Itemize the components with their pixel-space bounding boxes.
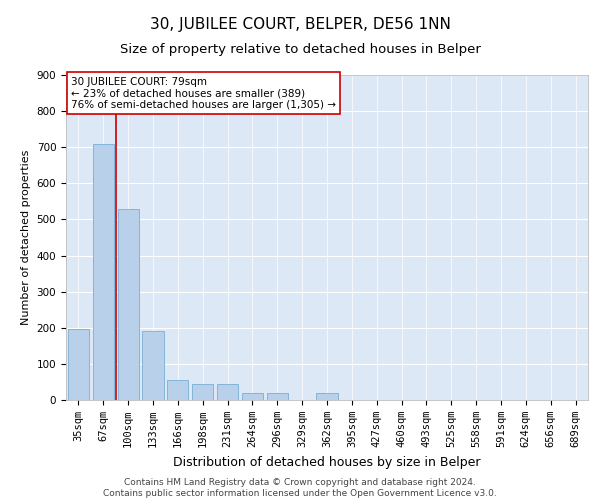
Bar (118, 208, 139, 400)
Text: 30, JUBILEE COURT, BELPER, DE56 1NN: 30, JUBILEE COURT, BELPER, DE56 1NN (149, 18, 451, 32)
Bar (167, 380, 188, 400)
Text: Contains HM Land Registry data © Crown copyright and database right 2024.
Contai: Contains HM Land Registry data © Crown c… (103, 478, 497, 498)
Bar (267, 393, 288, 400)
Bar (316, 393, 338, 400)
Bar (93, 144, 114, 400)
Text: Size of property relative to detached houses in Belper: Size of property relative to detached ho… (119, 42, 481, 56)
Bar (192, 384, 213, 400)
Y-axis label: Number of detached properties: Number of detached properties (21, 150, 31, 325)
Bar (242, 393, 263, 400)
Bar (68, 329, 89, 400)
Bar (142, 332, 164, 400)
Text: 30 JUBILEE COURT: 79sqm
← 23% of detached houses are smaller (389)
76% of semi-d: 30 JUBILEE COURT: 79sqm ← 23% of detache… (71, 76, 336, 110)
X-axis label: Distribution of detached houses by size in Belper: Distribution of detached houses by size … (173, 456, 481, 468)
Bar (217, 384, 238, 400)
